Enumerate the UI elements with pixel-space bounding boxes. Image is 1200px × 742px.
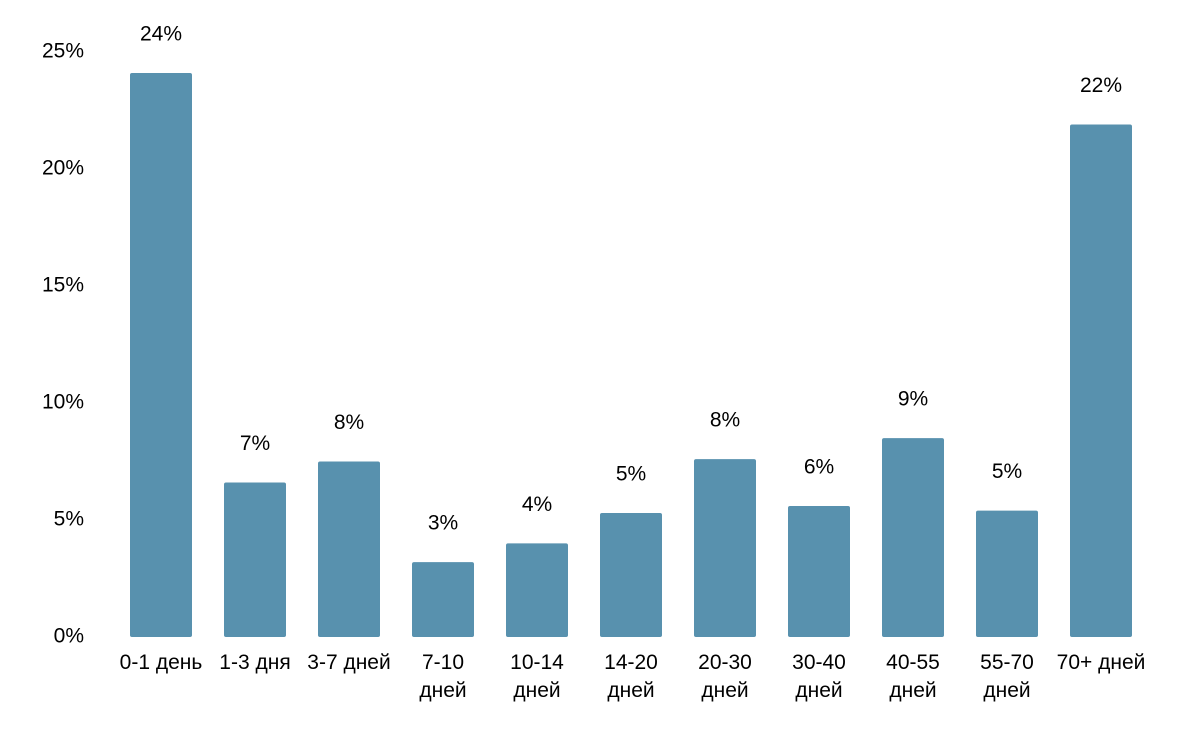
bar: [788, 505, 850, 637]
bar: [1070, 124, 1132, 638]
x-tick-label: 0-1 день: [119, 651, 203, 674]
x-tick-label: 20-30 дней: [698, 651, 752, 702]
data-label: 3%: [428, 512, 458, 535]
y-tick-label: 15%: [42, 274, 84, 297]
bar: [130, 73, 192, 637]
bar: [224, 482, 286, 637]
bar: [694, 459, 756, 637]
x-tick-label: 7-10 дней: [419, 651, 467, 702]
x-tick-label: 55-70 дней: [980, 651, 1034, 702]
bar: [882, 438, 944, 637]
x-tick-label: 3-7 дней: [307, 651, 391, 674]
x-tick-label: 70+ дней: [1056, 651, 1146, 674]
bar: [600, 512, 662, 637]
data-label: 7%: [240, 432, 270, 455]
data-label: 9%: [898, 388, 928, 411]
y-tick-label: 20%: [42, 157, 84, 180]
data-label: 24%: [140, 23, 182, 46]
x-tick-label: 10-14 дней: [510, 651, 564, 702]
y-tick-label: 25%: [42, 40, 84, 63]
data-label: 6%: [804, 456, 834, 479]
data-label: 8%: [710, 409, 740, 432]
data-label: 5%: [992, 460, 1022, 483]
bar: [976, 510, 1038, 637]
y-tick-label: 5%: [54, 508, 84, 531]
y-tick-label: 0%: [54, 625, 84, 648]
data-label: 4%: [522, 493, 552, 516]
bar: [412, 562, 474, 637]
data-label: 8%: [334, 411, 364, 434]
bar: [506, 543, 568, 637]
x-tick-label: 14-20 дней: [604, 651, 658, 702]
x-tick-label: 30-40 дней: [792, 651, 846, 702]
data-label: 22%: [1080, 74, 1122, 97]
y-tick-label: 10%: [42, 391, 84, 414]
data-label: 5%: [616, 463, 646, 486]
x-tick-label: 1-3 дня: [219, 651, 291, 674]
x-tick-label: 40-55 дней: [886, 651, 940, 702]
bar: [318, 461, 380, 637]
